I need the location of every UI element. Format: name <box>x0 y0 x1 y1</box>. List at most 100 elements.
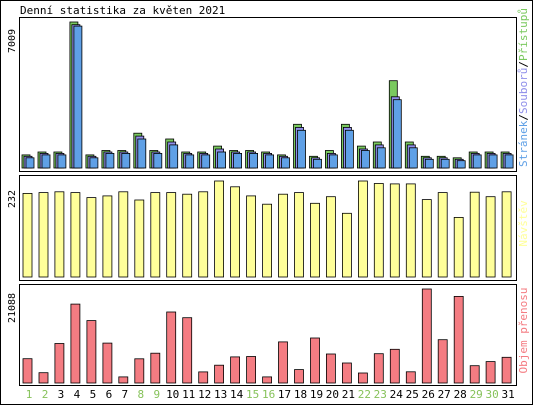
bar-visits-návštěv-day-10 <box>166 192 177 278</box>
bar-hits-files-pages-stránek-day-8 <box>137 138 147 169</box>
bar-visits-návštěv-day-8 <box>134 199 145 278</box>
x-tick-label-day-3: 3 <box>58 388 65 401</box>
y-max-label: 7009 <box>7 29 18 53</box>
bar-hits-files-pages-stránek-day-15 <box>249 152 259 169</box>
bar-hits-files-pages-stránek-day-6 <box>105 152 115 169</box>
bar-kbytes-objem-přenosu-day-5 <box>86 320 97 384</box>
y-max-label: 21088 <box>7 293 18 323</box>
bar-kbytes-objem-přenosu-day-10 <box>166 311 177 384</box>
bar-kbytes-objem-přenosu-day-6 <box>102 342 113 384</box>
x-tick-label-day-8: 8 <box>137 388 144 401</box>
bar-visits-návštěv-day-5 <box>86 197 97 278</box>
legend-separator: / <box>517 114 530 121</box>
legend-item-stránek: Stránek <box>517 120 530 167</box>
bar-visits-návštěv-day-12 <box>198 191 209 278</box>
bar-hits-files-pages-stránek-day-29 <box>472 154 482 169</box>
bar-visits-návštěv-day-1 <box>22 192 33 278</box>
x-tick-label-day-2: 2 <box>42 388 49 401</box>
bar-kbytes-objem-přenosu-day-22 <box>357 372 368 384</box>
x-tick-label-day-30: 30 <box>485 388 498 401</box>
bar-visits-návštěv-day-27 <box>437 192 448 278</box>
x-tick-label-day-27: 27 <box>438 388 451 401</box>
bar-visits-návštěv-day-30 <box>485 196 496 278</box>
legend-hits-files-pages: Stránek/Souborů/Přístupů <box>517 8 530 167</box>
bar-visits-návštěv-day-22 <box>357 180 368 278</box>
bar-kbytes-objem-přenosu-day-29 <box>469 365 480 384</box>
bar-hits-files-pages-stránek-day-12 <box>201 154 211 169</box>
legend-visits: Návštěv <box>517 200 530 247</box>
bar-visits-návštěv-day-26 <box>421 199 432 278</box>
bar-hits-files-pages-stránek-day-13 <box>217 151 227 169</box>
bar-kbytes-objem-přenosu-day-2 <box>38 372 49 384</box>
bar-visits-návštěv-day-25 <box>405 183 416 278</box>
bar-visits-návštěv-day-4 <box>70 192 81 278</box>
x-tick-label-day-29: 29 <box>470 388 483 401</box>
bar-kbytes-objem-přenosu-day-3 <box>54 343 65 384</box>
bar-hits-files-pages-stránek-day-3 <box>57 154 67 169</box>
x-tick-label-day-15: 15 <box>246 388 259 401</box>
bar-hits-files-pages-stránek-day-28 <box>456 160 466 169</box>
bar-hits-files-pages-stránek-day-24 <box>392 99 402 169</box>
x-tick-label-day-4: 4 <box>74 388 81 401</box>
bar-visits-návštěv-day-31 <box>501 191 512 278</box>
x-tick-label-day-10: 10 <box>166 388 179 401</box>
bar-hits-files-pages-stránek-day-7 <box>121 152 131 169</box>
x-tick-label-day-21: 21 <box>342 388 355 401</box>
bar-hits-files-pages-stránek-day-11 <box>185 154 195 169</box>
panel-frame <box>19 284 517 386</box>
bar-hits-files-pages-stránek-day-21 <box>344 129 354 169</box>
x-tick-label-day-5: 5 <box>90 388 97 401</box>
bar-kbytes-objem-přenosu-day-18 <box>294 369 304 384</box>
chart-panels: 7009Stránek/Souborů/Přístupů232Návštěv21… <box>7 8 530 401</box>
bar-hits-files-pages-stránek-day-4 <box>73 25 83 169</box>
bar-visits-návštěv-day-16 <box>262 203 273 278</box>
panel-visits: 232 Návštěv <box>7 175 530 281</box>
bar-hits-files-pages-stránek-day-30 <box>488 154 498 169</box>
bar-kbytes-objem-přenosu-day-7 <box>118 376 129 384</box>
bar-hits-files-pages-stránek-day-25 <box>408 147 418 169</box>
panel-hits-files-pages: 7009 Stránek/Souborů/Přístupů <box>7 8 530 172</box>
bar-visits-návštěv-day-2 <box>38 192 49 278</box>
x-tick-label-day-9: 9 <box>153 388 160 401</box>
bar-kbytes-objem-přenosu-day-17 <box>278 341 288 384</box>
bar-kbytes-objem-přenosu-day-1 <box>22 358 33 384</box>
bar-hits-files-pages-stránek-day-10 <box>169 144 179 169</box>
bar-kbytes-objem-přenosu-day-25 <box>405 371 416 384</box>
bar-kbytes-objem-přenosu-day-21 <box>341 362 352 384</box>
bar-hits-files-pages-stránek-day-26 <box>424 158 434 169</box>
bar-visits-návštěv-day-6 <box>102 195 113 278</box>
bar-hits-files-pages-stránek-day-17 <box>281 157 290 169</box>
bar-hits-files-pages-stránek-day-9 <box>153 152 163 169</box>
bar-visits-návštěv-day-14 <box>230 186 241 278</box>
x-tick-label-day-25: 25 <box>406 388 419 401</box>
bar-kbytes-objem-přenosu-day-12 <box>198 371 209 384</box>
bar-visits-návštěv-day-20 <box>325 196 336 278</box>
bar-hits-files-pages-stránek-day-23 <box>376 147 386 169</box>
bar-kbytes-objem-přenosu-day-26 <box>421 288 432 384</box>
bar-visits-návštěv-day-17 <box>278 193 288 278</box>
bar-kbytes-objem-přenosu-day-19 <box>310 337 320 384</box>
bar-kbytes-objem-přenosu-day-8 <box>134 358 145 384</box>
bar-visits-návštěv-day-21 <box>341 212 352 278</box>
x-tick-label-day-13: 13 <box>214 388 227 401</box>
bar-kbytes-objem-přenosu-day-13 <box>214 364 225 384</box>
x-tick-label-day-28: 28 <box>454 388 467 401</box>
bar-hits-files-pages-stránek-day-31 <box>504 154 514 169</box>
bar-kbytes-objem-přenosu-day-31 <box>501 356 512 384</box>
bar-visits-návštěv-day-9 <box>150 192 161 278</box>
bar-visits-návštěv-day-19 <box>310 202 320 278</box>
x-tick-label-day-14: 14 <box>230 388 244 401</box>
bar-hits-files-pages-stránek-day-14 <box>233 152 243 169</box>
bar-kbytes-objem-přenosu-day-30 <box>485 361 496 384</box>
x-tick-label-day-20: 20 <box>326 388 339 401</box>
x-tick-label-day-16: 16 <box>262 388 275 401</box>
x-tick-label-day-12: 12 <box>198 388 211 401</box>
x-tick-label-day-26: 26 <box>422 388 435 401</box>
bar-visits-návštěv-day-29 <box>469 191 480 278</box>
x-tick-label-day-11: 11 <box>182 388 195 401</box>
bar-kbytes-objem-přenosu-day-16 <box>262 376 273 384</box>
bar-kbytes-objem-přenosu-day-9 <box>150 352 161 384</box>
legend-separator: / <box>517 61 530 68</box>
bar-kbytes-objem-přenosu-day-24 <box>389 348 400 384</box>
